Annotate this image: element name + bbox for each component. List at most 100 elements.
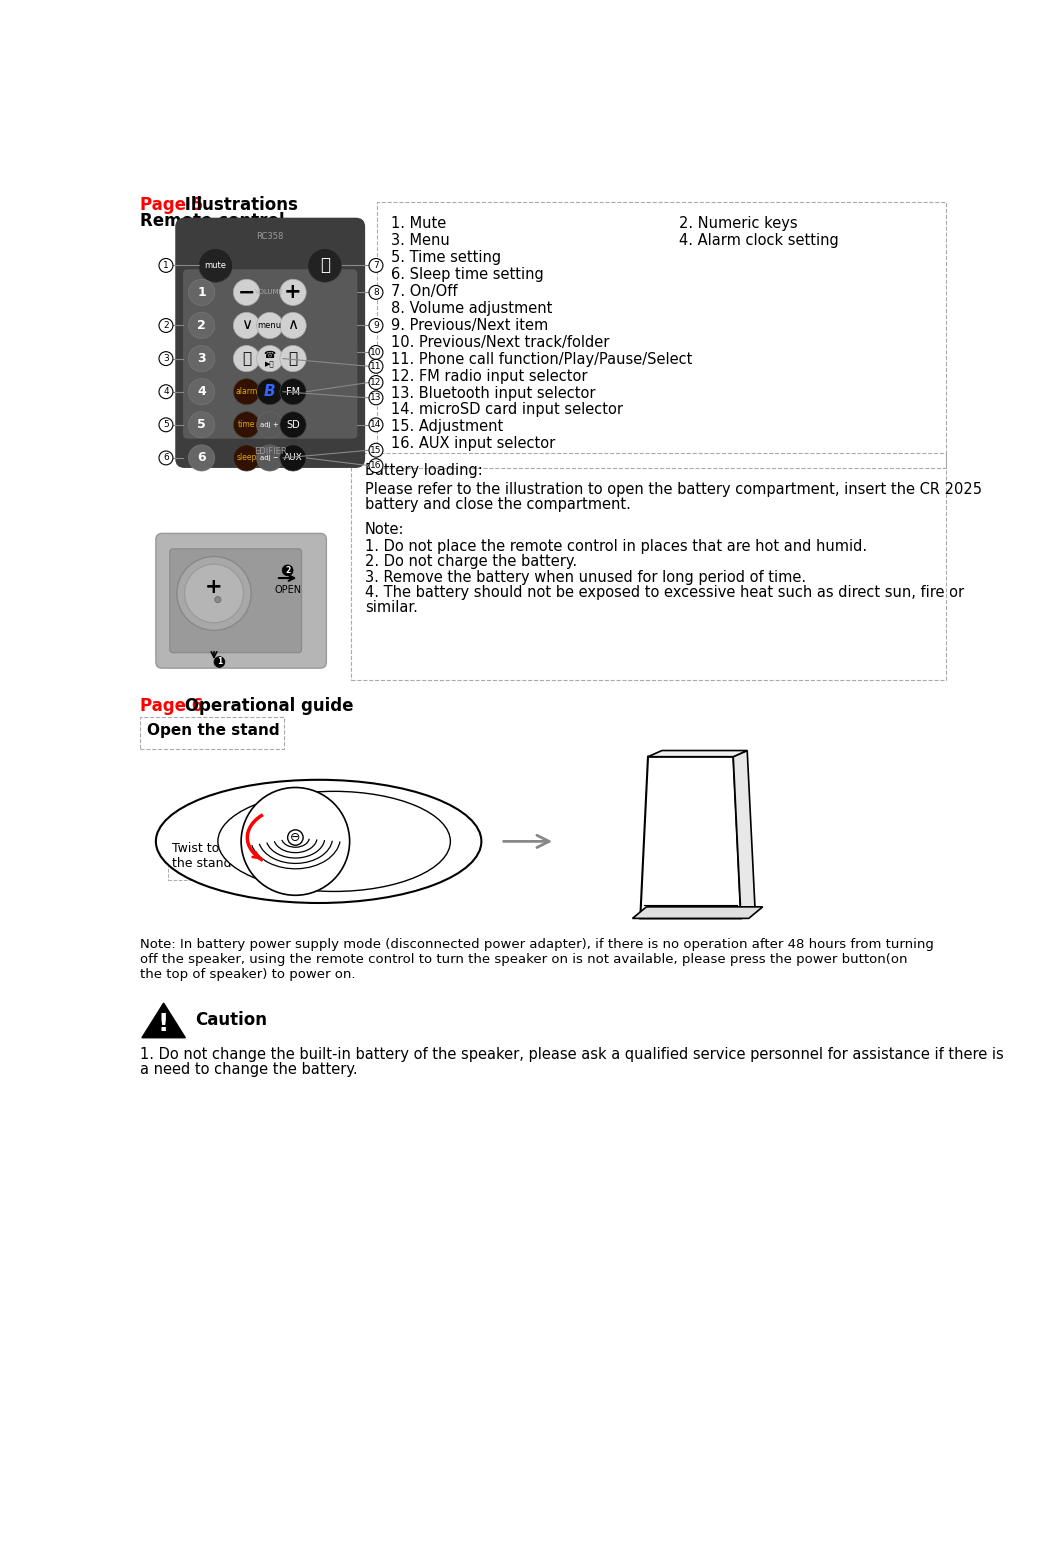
Circle shape [185,565,243,622]
Text: 4. The battery should not be exposed to excessive heat such as direct sun, fire : 4. The battery should not be exposed to … [365,585,964,600]
Ellipse shape [156,780,482,903]
Circle shape [308,248,342,282]
Text: 2: 2 [285,566,291,575]
Text: Battery loading:: Battery loading: [365,464,483,478]
Text: −: − [238,282,256,302]
Text: ⏻: ⏻ [319,256,330,275]
Text: 6. Sleep time setting: 6. Sleep time setting [390,267,543,282]
Text: EDIFIER: EDIFIER [254,447,286,456]
Circle shape [369,360,383,374]
Circle shape [189,445,214,472]
Text: 13: 13 [370,394,382,402]
Text: 11: 11 [370,361,382,371]
Circle shape [369,459,383,473]
Text: 3. Remove the battery when unused for long period of time.: 3. Remove the battery when unused for lo… [365,569,806,585]
Text: SD: SD [286,420,300,430]
Text: 7. On/Off: 7. On/Off [390,284,457,299]
Text: 4: 4 [197,385,206,399]
Circle shape [257,312,283,338]
Text: 2: 2 [163,321,169,330]
Circle shape [189,312,214,338]
Text: adj −: adj − [260,454,279,461]
Text: AUX: AUX [283,453,302,462]
Text: !: ! [158,1011,170,1036]
Circle shape [369,391,383,405]
Text: 13. Bluetooth input selector: 13. Bluetooth input selector [390,386,595,400]
FancyBboxPatch shape [182,270,358,439]
Circle shape [177,557,251,630]
Bar [351,453,946,679]
Polygon shape [142,1003,186,1038]
Circle shape [233,445,260,472]
Text: menu: menu [258,321,282,330]
Text: 10. Previous/Next track/folder: 10. Previous/Next track/folder [390,335,609,349]
Text: mute: mute [205,261,227,270]
Polygon shape [632,907,763,918]
Text: 1: 1 [216,658,222,667]
Text: B: B [264,385,276,399]
Circle shape [159,352,173,366]
Text: Remote control: Remote control [140,211,285,230]
Circle shape [159,417,173,431]
Text: RC358: RC358 [257,231,284,240]
Text: 11. Phone call function/Play/Pause/Select: 11. Phone call function/Play/Pause/Selec… [390,352,692,366]
Text: FM: FM [286,386,300,397]
Text: 2: 2 [197,320,206,332]
Text: 9. Previous/Next item: 9. Previous/Next item [390,318,547,333]
FancyBboxPatch shape [170,549,301,653]
Circle shape [241,788,350,895]
Circle shape [159,385,173,399]
Text: time: time [238,420,256,430]
Text: VOLUME: VOLUME [256,290,284,295]
Polygon shape [733,751,755,918]
Text: Page 5: Page 5 [140,195,204,214]
Text: 6: 6 [197,451,206,464]
Text: OPEN: OPEN [274,585,301,594]
Circle shape [280,378,307,405]
Circle shape [257,378,283,405]
Bar [377,202,946,468]
Text: Page 6: Page 6 [140,696,204,715]
Text: ⏭: ⏭ [289,351,298,366]
Text: 10: 10 [370,347,382,357]
Text: ∧: ∧ [288,318,298,332]
Circle shape [159,318,173,332]
Text: Note:: Note: [365,521,404,537]
Text: +: + [205,577,223,597]
Circle shape [214,656,225,667]
Text: ☎: ☎ [264,349,276,360]
Polygon shape [648,751,747,757]
Circle shape [369,346,383,360]
Text: 12: 12 [370,378,382,386]
Text: 12. FM radio input selector: 12. FM radio input selector [390,369,587,383]
Circle shape [189,346,214,372]
Text: Caution: Caution [194,1011,266,1030]
Text: 2. Numeric keys: 2. Numeric keys [679,216,798,231]
Text: 3: 3 [197,352,206,364]
Circle shape [159,259,173,273]
Circle shape [369,375,383,389]
Circle shape [280,312,307,338]
Circle shape [159,451,173,465]
Text: 16. AUX input selector: 16. AUX input selector [390,436,555,451]
Circle shape [233,279,260,306]
FancyBboxPatch shape [156,534,327,668]
Text: 6: 6 [163,453,169,462]
Text: 3. Menu: 3. Menu [390,233,450,248]
Ellipse shape [218,791,450,892]
Text: Operational guide: Operational guide [179,696,353,715]
Circle shape [369,444,383,458]
Text: 16: 16 [370,461,382,470]
Text: sleep: sleep [237,453,257,462]
Text: 4: 4 [163,388,169,396]
Circle shape [280,445,307,472]
Circle shape [189,411,214,437]
Circle shape [288,830,303,845]
Circle shape [369,417,383,431]
Text: 4. Alarm clock setting: 4. Alarm clock setting [679,233,839,248]
Text: 1. Do not change the built-in battery of the speaker, please ask a qualified ser: 1. Do not change the built-in battery of… [140,1047,1004,1062]
Circle shape [369,259,383,273]
Text: a need to change the battery.: a need to change the battery. [140,1062,358,1078]
Text: 1. Do not place the remote control in places that are hot and humid.: 1. Do not place the remote control in pl… [365,538,867,554]
Circle shape [214,597,221,603]
